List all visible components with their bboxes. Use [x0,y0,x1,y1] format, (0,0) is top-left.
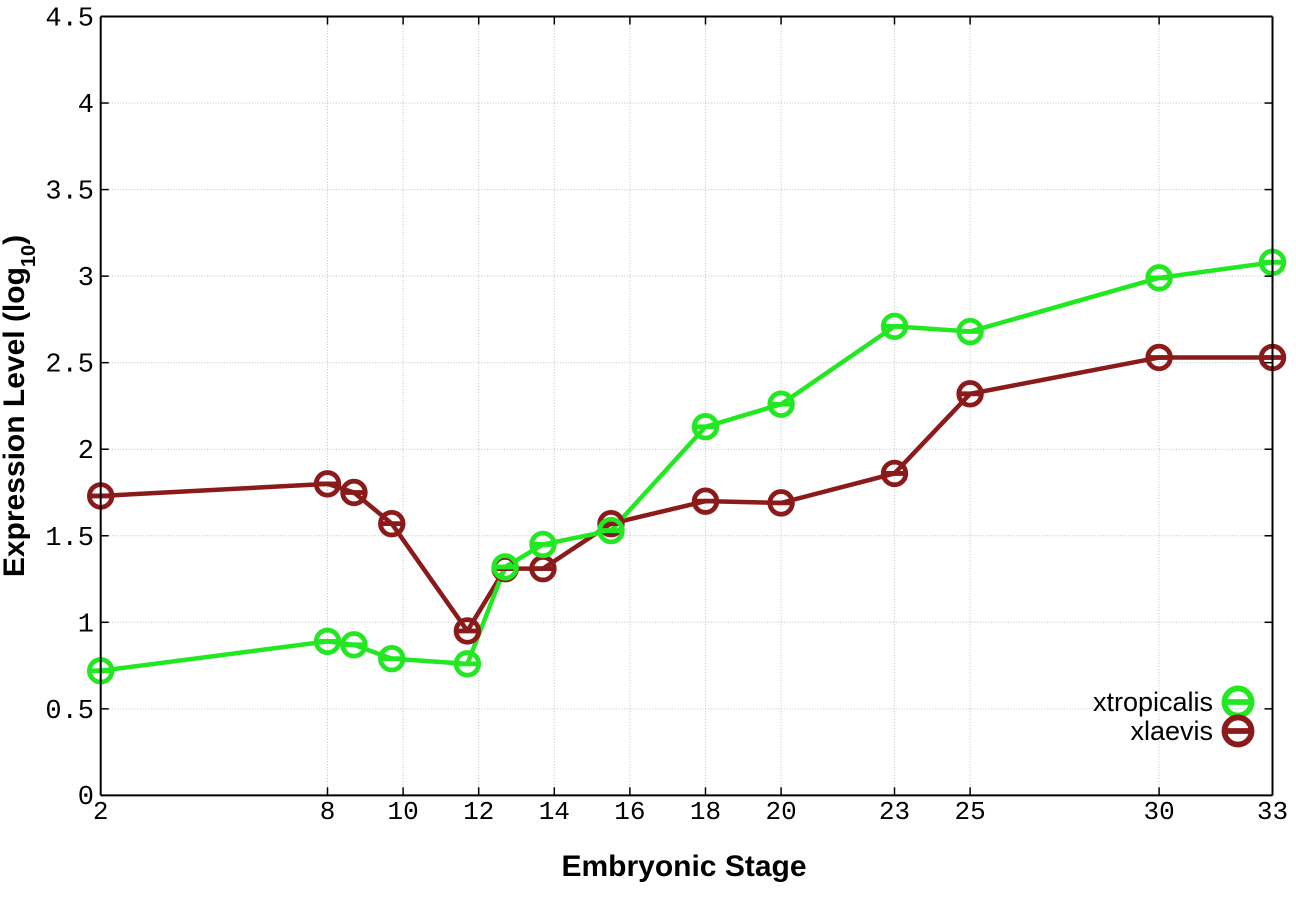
svg-text:4.5: 4.5 [45,5,94,35]
svg-text:1.5: 1.5 [45,524,94,554]
svg-text:1: 1 [78,610,94,640]
svg-text:14: 14 [539,797,570,827]
svg-text:xlaevis: xlaevis [1130,716,1213,746]
svg-text:16: 16 [614,797,645,827]
svg-text:33: 33 [1257,797,1288,827]
svg-text:2.5: 2.5 [45,351,94,381]
svg-text:2: 2 [93,797,109,827]
svg-text:3.5: 3.5 [45,178,94,208]
svg-text:25: 25 [954,797,985,827]
svg-text:Embryonic Stage: Embryonic Stage [561,850,806,883]
svg-text:18: 18 [690,797,721,827]
svg-text:xtropicalis: xtropicalis [1093,687,1213,717]
svg-text:23: 23 [879,797,910,827]
svg-text:0: 0 [78,783,94,813]
svg-text:12: 12 [463,797,494,827]
svg-text:2: 2 [78,437,94,467]
svg-text:4: 4 [78,91,94,121]
svg-text:3: 3 [78,264,94,294]
svg-text:10: 10 [387,797,418,827]
svg-text:0.5: 0.5 [45,697,94,727]
svg-text:20: 20 [765,797,796,827]
svg-text:30: 30 [1143,797,1174,827]
svg-text:8: 8 [320,797,336,827]
